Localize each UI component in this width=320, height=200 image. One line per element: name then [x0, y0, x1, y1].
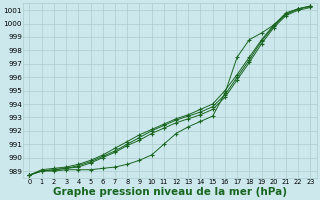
X-axis label: Graphe pression niveau de la mer (hPa): Graphe pression niveau de la mer (hPa) — [53, 187, 287, 197]
